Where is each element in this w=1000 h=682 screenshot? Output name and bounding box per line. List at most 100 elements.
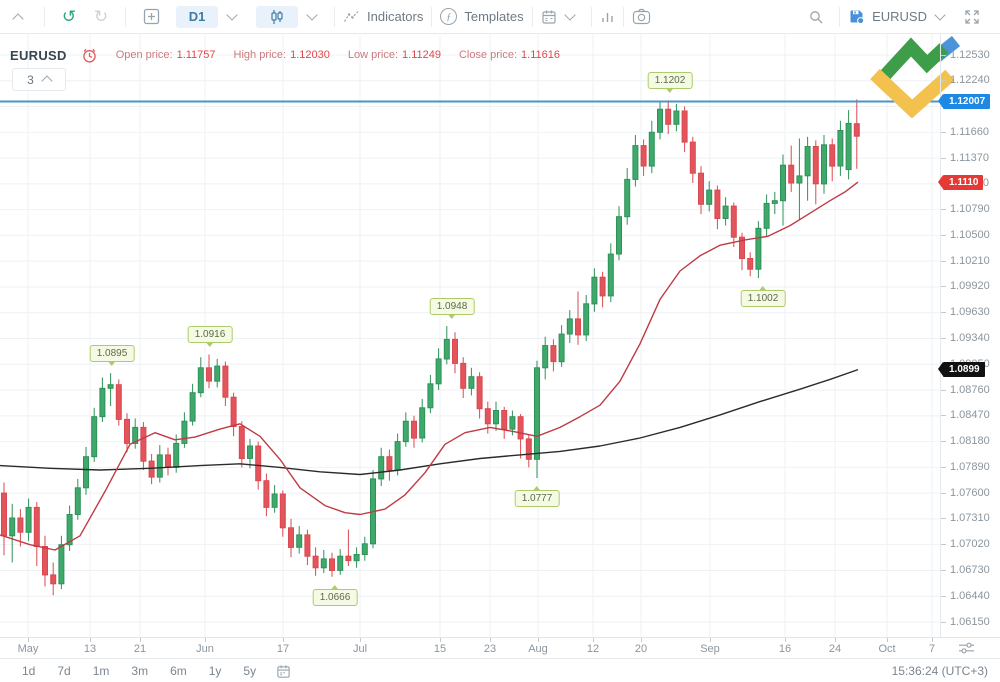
symbol-name: EURUSD [10, 47, 67, 63]
volumes-button[interactable] [600, 0, 615, 33]
range-1m[interactable]: 1m [92, 664, 110, 678]
range-1d[interactable]: 1d [22, 664, 36, 678]
ohlc-value: 1.11249 [402, 49, 441, 61]
timeframe-button[interactable]: D1 [176, 0, 218, 33]
custom-range-calendar-button[interactable] [276, 664, 291, 679]
axis-price-marker: 1.0899 [938, 362, 985, 378]
divider [334, 6, 335, 27]
price-tick-mark [941, 466, 946, 468]
indicators-icon [343, 9, 360, 24]
price-tick-mark [941, 54, 946, 56]
price-tick-label: 1.09340 [950, 332, 990, 344]
price-tick-mark [941, 595, 946, 597]
price-tick-mark [941, 80, 946, 82]
range-5y[interactable]: 5y [243, 664, 257, 678]
candlestick-chart [0, 33, 940, 637]
camera-icon [632, 8, 651, 25]
time-tick-label: Aug [528, 643, 548, 655]
price-tick-label: 1.07020 [950, 538, 990, 551]
chart-type-button[interactable] [256, 0, 298, 33]
price-tick-label: 1.12530 [950, 48, 990, 61]
symbol-info-row: EURUSD Open price: 1.11757 High price: 1.12… [10, 44, 560, 66]
range-buttons: 1d 7d 1m 3m 6m 1y 5y [0, 664, 256, 678]
ohlc-label: Close price: [458, 49, 518, 61]
server-clock: 15:36:24 (UTC+3) [891, 664, 988, 678]
time-tick-mark [785, 638, 786, 642]
price-tick-label: 1.06150 [950, 615, 990, 628]
time-tick-mark [205, 638, 206, 642]
bar-columns-icon [600, 9, 615, 24]
time-tick-mark [28, 638, 29, 642]
time-tick-mark [360, 638, 361, 642]
symbol-selector[interactable]: EURUSD [848, 0, 946, 33]
objects-count-dropdown[interactable]: 3 [12, 68, 66, 91]
marker-arrow [938, 174, 943, 189]
collapse-toolbar-button[interactable] [0, 0, 36, 33]
time-tick-mark [835, 638, 836, 642]
screenshot-button[interactable] [632, 0, 651, 33]
chevron-down-icon [306, 8, 318, 21]
ohlc-value: 1.12030 [290, 49, 330, 61]
price-tick-label: 1.10500 [950, 228, 990, 241]
redo-icon: ↻ [93, 7, 109, 26]
redo-button[interactable]: ↻ [85, 0, 117, 33]
price-tick-label: 1.06730 [950, 563, 990, 576]
range-7d[interactable]: 7d [57, 664, 71, 678]
templates-button[interactable]: ƒ Templates [440, 0, 524, 33]
time-tick-mark [538, 638, 539, 642]
bottom-toolbar: 1d 7d 1m 3m 6m 1y 5y 15:36:24 (UTC+3) [0, 658, 1000, 682]
chevron-down-icon [226, 8, 238, 21]
price-tick-label: 1.08180 [950, 435, 990, 448]
time-tick-label: 20 [634, 643, 648, 655]
price-tick-label: 1.10210 [950, 254, 990, 267]
price-tick-label: 1.12240 [950, 74, 990, 87]
calendar-icon [541, 9, 557, 25]
marker-arrow [938, 362, 943, 377]
add-chart-button[interactable] [134, 0, 168, 33]
time-tick-label: Jun [196, 643, 214, 655]
divider [431, 6, 433, 27]
price-tick-label: 1.10790 [950, 203, 990, 216]
marker-arrow [938, 93, 943, 108]
price-tick-mark [941, 209, 946, 211]
price-tick-label: 1.09920 [950, 280, 990, 293]
ohlc-label: Open price: [115, 49, 173, 61]
price-tick-mark [941, 338, 946, 339]
templates-icon: ƒ [440, 8, 458, 25]
price-tick-mark [941, 621, 946, 623]
timeframe-dropdown[interactable] [218, 0, 246, 33]
range-1y[interactable]: 1y [208, 664, 222, 678]
search-button[interactable] [801, 0, 831, 33]
price-tick-mark [941, 415, 946, 417]
time-tick-mark [440, 638, 441, 642]
price-axis[interactable]: 1.125301.122401.119501.116601.113701.110… [938, 33, 1000, 637]
calendar-button[interactable] [541, 0, 557, 33]
top-toolbar: ↺ ↻ D1 Indicators [0, 0, 1000, 34]
divider [839, 6, 841, 27]
undo-button[interactable]: ↺ [53, 0, 85, 33]
add-chart-icon [143, 8, 160, 25]
ohlc-label: Low price: [347, 49, 399, 61]
price-tick-mark [941, 131, 946, 133]
chart-area[interactable] [0, 33, 940, 637]
time-axis[interactable]: May 13 21 Jun 17 Jul 15 23 Aug 12 20 Sep 16 24 Oct 7 [0, 637, 1000, 659]
price-tick-mark [941, 157, 946, 159]
fullscreen-button[interactable] [944, 0, 1000, 33]
price-tick-mark [941, 312, 946, 314]
range-3m[interactable]: 3m [131, 664, 149, 678]
price-tick-mark [941, 492, 946, 494]
axis-settings-button[interactable] [958, 641, 975, 660]
time-tick-label: 24 [828, 643, 842, 655]
range-6m[interactable]: 6m [170, 664, 187, 678]
indicators-button[interactable]: Indicators [343, 0, 423, 33]
ohlc-value: 1.11757 [176, 49, 216, 61]
alarm-clock-icon[interactable] [81, 47, 98, 64]
time-tick-mark [593, 638, 594, 642]
save-layout-icon [848, 8, 865, 25]
divider [622, 6, 624, 27]
chart-type-dropdown[interactable] [298, 0, 326, 33]
calendar-dropdown[interactable] [557, 0, 583, 33]
time-tick-label: 23 [483, 643, 497, 655]
chevron-up-icon [41, 74, 53, 87]
time-tick-mark [90, 638, 91, 642]
